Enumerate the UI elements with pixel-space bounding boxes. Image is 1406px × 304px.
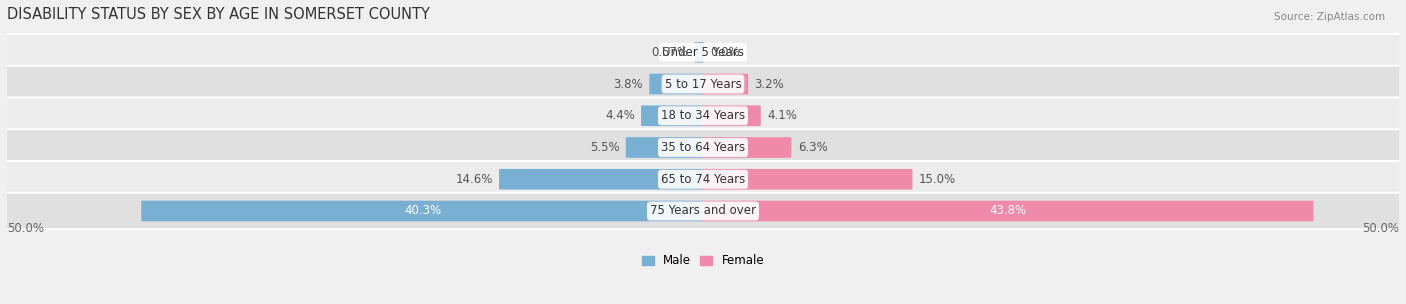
Text: 0.0%: 0.0% xyxy=(710,46,740,59)
Text: 43.8%: 43.8% xyxy=(990,205,1026,217)
FancyBboxPatch shape xyxy=(703,137,792,158)
Text: 3.8%: 3.8% xyxy=(613,78,643,91)
Text: Under 5 Years: Under 5 Years xyxy=(662,46,744,59)
Text: 65 to 74 Years: 65 to 74 Years xyxy=(661,173,745,186)
FancyBboxPatch shape xyxy=(703,201,1313,221)
Text: 15.0%: 15.0% xyxy=(918,173,956,186)
Text: Source: ZipAtlas.com: Source: ZipAtlas.com xyxy=(1274,12,1385,22)
FancyBboxPatch shape xyxy=(4,129,1402,166)
Text: DISABILITY STATUS BY SEX BY AGE IN SOMERSET COUNTY: DISABILITY STATUS BY SEX BY AGE IN SOMER… xyxy=(7,7,430,22)
Text: 5.5%: 5.5% xyxy=(591,141,620,154)
FancyBboxPatch shape xyxy=(703,169,912,190)
Text: 18 to 34 Years: 18 to 34 Years xyxy=(661,109,745,122)
FancyBboxPatch shape xyxy=(695,42,703,63)
FancyBboxPatch shape xyxy=(703,74,748,94)
Text: 0.57%: 0.57% xyxy=(651,46,688,59)
Text: 75 Years and over: 75 Years and over xyxy=(650,205,756,217)
FancyBboxPatch shape xyxy=(4,66,1402,102)
FancyBboxPatch shape xyxy=(499,169,703,190)
Text: 3.2%: 3.2% xyxy=(755,78,785,91)
FancyBboxPatch shape xyxy=(4,161,1402,198)
Text: 14.6%: 14.6% xyxy=(456,173,492,186)
FancyBboxPatch shape xyxy=(141,201,703,221)
Text: 4.4%: 4.4% xyxy=(605,109,634,122)
FancyBboxPatch shape xyxy=(641,105,703,126)
Text: 35 to 64 Years: 35 to 64 Years xyxy=(661,141,745,154)
FancyBboxPatch shape xyxy=(4,193,1402,229)
Text: 50.0%: 50.0% xyxy=(7,222,44,235)
Text: 6.3%: 6.3% xyxy=(797,141,827,154)
FancyBboxPatch shape xyxy=(703,105,761,126)
Legend: Male, Female: Male, Female xyxy=(637,250,769,272)
Text: 40.3%: 40.3% xyxy=(404,205,441,217)
FancyBboxPatch shape xyxy=(4,98,1402,134)
Text: 4.1%: 4.1% xyxy=(768,109,797,122)
FancyBboxPatch shape xyxy=(626,137,703,158)
Text: 5 to 17 Years: 5 to 17 Years xyxy=(665,78,741,91)
Text: 50.0%: 50.0% xyxy=(1362,222,1399,235)
FancyBboxPatch shape xyxy=(4,34,1402,71)
FancyBboxPatch shape xyxy=(650,74,703,94)
